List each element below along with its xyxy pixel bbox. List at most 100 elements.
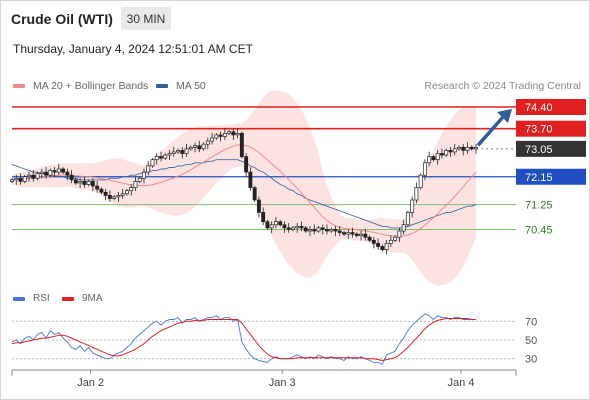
candle-body <box>214 134 219 139</box>
candle-body <box>10 179 14 182</box>
candle-body <box>405 212 410 226</box>
candle-body <box>103 191 108 196</box>
level-label-70.45: 70.45 <box>525 224 553 236</box>
candle-body <box>48 170 53 176</box>
datetime-label: Thursday, January 4, 2024 12:51:01 AM CE… <box>13 42 253 56</box>
level-box-73.70 <box>516 120 586 137</box>
x-tick-label: Jan 4 <box>448 377 475 389</box>
candle-body <box>422 162 427 176</box>
candle-body <box>397 230 402 238</box>
candle-body <box>171 151 176 154</box>
candle-body <box>82 181 87 185</box>
candle-body <box>129 187 134 192</box>
candle-body <box>176 150 180 153</box>
candle-body <box>18 177 23 182</box>
candle-body <box>65 171 70 176</box>
candle-body <box>431 156 436 161</box>
candle-body <box>61 168 66 173</box>
candle-body <box>393 236 398 241</box>
candle-body <box>99 188 104 193</box>
candle-body <box>261 212 266 223</box>
ma50-swatch-icon <box>156 84 168 88</box>
level-label-73.05: 73.05 <box>516 140 586 157</box>
candle-body <box>427 156 432 164</box>
level-box-72.15 <box>516 168 586 185</box>
candle-body <box>31 174 36 179</box>
rsi-line <box>11 313 476 365</box>
legend-rsi-ma: 9MA <box>62 293 103 304</box>
rsi-ma-swatch-icon <box>62 296 74 301</box>
candle-body <box>346 232 351 235</box>
candle-body <box>73 179 78 184</box>
candle-body <box>329 229 334 232</box>
candle-body <box>363 233 368 238</box>
candle-body <box>256 199 261 213</box>
candle-body <box>325 229 329 232</box>
ma50-line <box>11 159 477 229</box>
candle-body <box>291 227 295 230</box>
candle-body <box>133 181 138 188</box>
candle-body <box>218 134 223 137</box>
rsi-tick-50: 50 <box>525 335 537 347</box>
candle-body <box>231 131 236 136</box>
candle-body <box>22 176 27 182</box>
candle-body <box>188 146 193 150</box>
candle-body <box>295 226 300 229</box>
candle-body <box>388 239 393 244</box>
candle-body <box>167 153 172 156</box>
level-value-71.25: 71.25 <box>525 200 553 212</box>
candle-body <box>435 153 440 161</box>
legend-rsi: RSI <box>13 293 50 304</box>
candle-body <box>86 181 91 185</box>
bollinger-band-fill <box>12 90 476 286</box>
candle-body <box>265 221 270 229</box>
candle-body <box>163 154 168 159</box>
level-value-73.70: 73.70 <box>525 124 553 136</box>
candle-body <box>252 187 257 201</box>
candle-body <box>299 226 304 229</box>
candle-body <box>107 195 112 199</box>
candles <box>10 128 478 255</box>
candle-body <box>465 146 470 151</box>
candle-body <box>380 246 385 250</box>
candle-body <box>205 140 210 145</box>
candle-body <box>474 146 478 150</box>
candle-body <box>337 230 342 233</box>
credit-label: Research © 2024 Trading Central <box>424 80 581 92</box>
x-tick-label: Jan 3 <box>269 377 296 389</box>
candle-body <box>116 195 121 198</box>
candle-body <box>78 181 83 184</box>
candle-body <box>112 196 117 199</box>
candle-body <box>457 146 461 150</box>
candle-body <box>303 227 308 232</box>
candle-body <box>401 224 406 232</box>
legend-ma50-label: MA 50 <box>176 80 206 92</box>
candle-body <box>350 232 355 235</box>
candle-body <box>312 229 317 232</box>
candle-body <box>367 236 372 241</box>
candle-body <box>248 171 253 188</box>
candle-body <box>180 150 185 154</box>
level-value-73.05: 73.05 <box>525 144 553 156</box>
candle-body <box>410 199 415 213</box>
candle-body <box>359 233 364 237</box>
candle-body <box>244 156 249 173</box>
candle-body <box>137 177 142 182</box>
candle-body <box>27 174 31 178</box>
timeframe-badge[interactable]: 30 MIN <box>121 7 171 30</box>
candle-body <box>371 239 376 244</box>
candle-body <box>154 156 159 161</box>
candle-body <box>269 224 274 229</box>
candle-body <box>282 224 287 229</box>
candle-body <box>124 190 129 195</box>
x-tick-label: Jan 2 <box>77 377 104 389</box>
level-value-74.40: 74.40 <box>525 102 553 114</box>
candle-body <box>273 221 278 226</box>
candle-body <box>308 229 312 232</box>
candle-body <box>384 243 389 250</box>
candle-body <box>286 227 291 230</box>
candle-body <box>197 145 202 150</box>
candle-body <box>159 156 163 159</box>
level-value-70.45: 70.45 <box>525 224 553 236</box>
